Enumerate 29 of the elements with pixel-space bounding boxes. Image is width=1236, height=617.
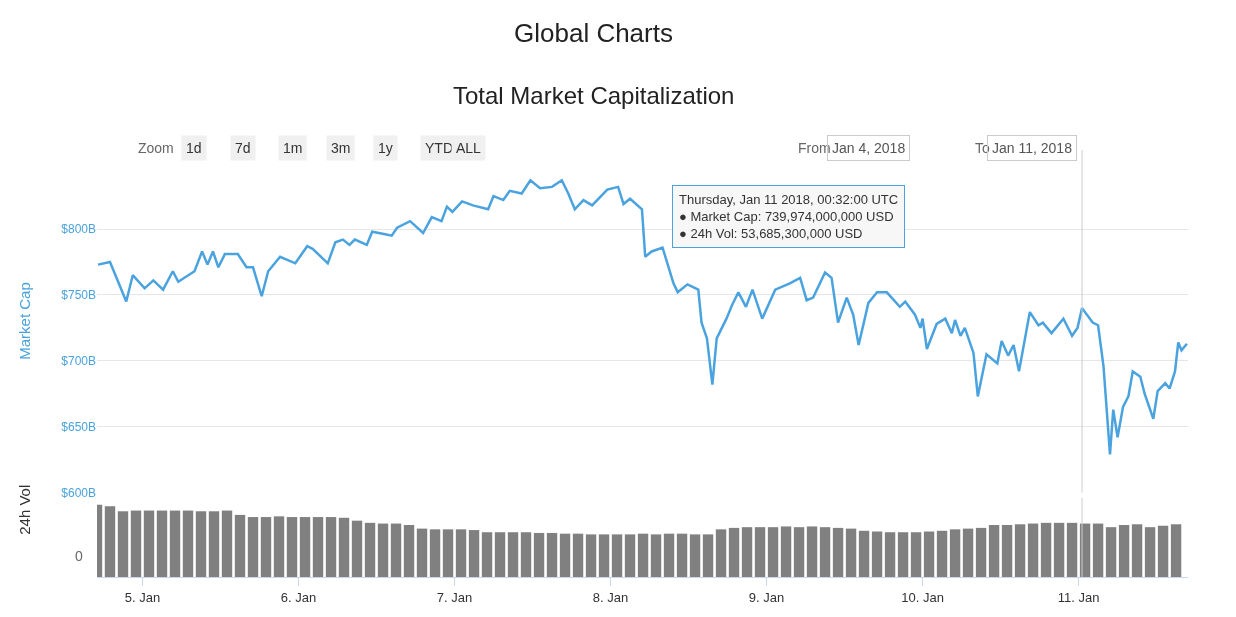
y-tick-label: $800B — [61, 222, 96, 237]
annotation: Zoom — [138, 140, 174, 156]
chart-title: Global Charts — [514, 18, 673, 48]
chart-subtitle: Total Market Capitalization — [453, 82, 735, 109]
annotation: Thursday, Jan 11 2018, 00:32:00 UTC ● Market Cap: 739,974,000,000 USD ● 24h Vol: 53,685,300,000 USD — [679, 192, 899, 241]
annotation: 1d — [186, 140, 202, 156]
annotation: 1y — [378, 140, 393, 156]
annotation: ALL — [456, 140, 482, 156]
y-tick-label: $700B — [61, 354, 96, 369]
x-tick-label: 11. Jan — [1057, 589, 1100, 605]
y-tick-label: $600B — [61, 485, 96, 500]
annotation: 3m — [331, 140, 351, 156]
x-tick-label: 9. Jan — [748, 589, 785, 605]
annotation: YTD — [425, 140, 453, 156]
x-tick-label: 7. Jan — [436, 589, 473, 605]
y-axis-title: Market Cap — [16, 282, 34, 360]
y-tick-label: $650B — [61, 419, 96, 434]
x-tick-label: 8. Jan — [592, 589, 629, 605]
x-tick-label: 6. Jan — [280, 589, 317, 605]
annotation: Jan 11, 2018 — [992, 140, 1073, 156]
y-tick-label: $750B — [61, 288, 96, 303]
annotation: 1m — [283, 140, 303, 156]
x-tick-label: 10. Jan — [901, 589, 944, 605]
x-tick-label: 5. Jan — [124, 589, 161, 605]
annotation: 7d — [235, 140, 251, 156]
annotation: From — [798, 140, 831, 156]
y-axis-title: 24h Vol — [16, 484, 34, 535]
text: 0 — [75, 548, 83, 564]
annotation: Jan 4, 2018 — [832, 140, 906, 156]
